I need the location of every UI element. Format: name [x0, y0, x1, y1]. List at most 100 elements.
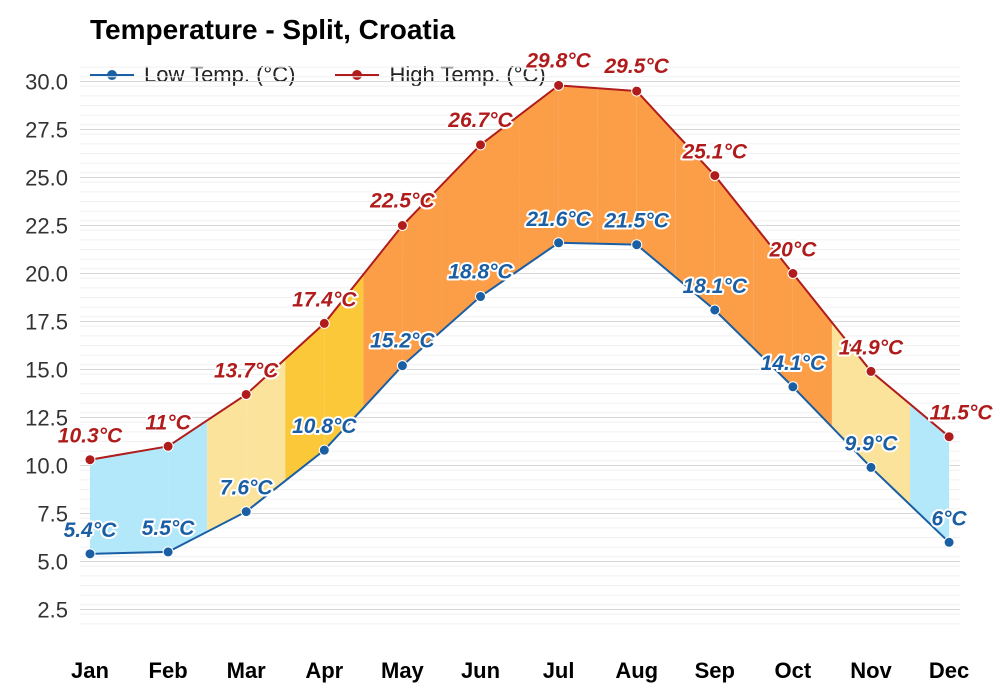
low-temp-data-label: 15.2°C [370, 330, 435, 353]
temperature-band [831, 322, 871, 468]
low-temp-data-label: 14.1°C [761, 352, 826, 375]
legend-low-label: Low Temp. (°C) [144, 62, 296, 87]
high-temp-data-label: 17.4°C [292, 288, 357, 311]
high-temp-data-label: 22.5°C [369, 190, 435, 213]
x-tick-label: Apr [305, 658, 343, 683]
temperature-band [285, 323, 325, 481]
high-temp-data-label: 13.7°C [214, 359, 279, 382]
high-temp-data-label: 10.3°C [58, 425, 123, 448]
high-temp-point[interactable] [709, 170, 721, 182]
x-tick-label: Oct [775, 658, 812, 683]
low-temp-point[interactable] [943, 536, 955, 548]
y-tick-label: 17.5 [25, 310, 68, 335]
y-tick-label: 20.0 [25, 262, 68, 287]
high-temp-point[interactable] [84, 454, 96, 466]
y-tick-label: 27.5 [25, 118, 68, 143]
low-temp-data-label: 21.6°C [525, 208, 591, 231]
low-temp-point[interactable] [787, 381, 799, 393]
low-temp-line [89, 241, 950, 555]
legend: Low Temp. (°C) High Temp. (°C) [90, 60, 586, 90]
low-temp-point[interactable] [553, 237, 565, 249]
temperature-band [792, 273, 832, 428]
temperature-band [597, 88, 637, 245]
high-temp-point[interactable] [318, 317, 330, 329]
y-tick-label: 10.0 [25, 454, 68, 479]
x-tick-label: Aug [615, 658, 658, 683]
high-temp-data-label: 26.7°C [447, 109, 513, 132]
chart-title: Temperature - Split, Croatia [90, 14, 456, 45]
high-temp-point[interactable] [787, 268, 799, 279]
temperature-band [168, 420, 208, 552]
high-temp-point[interactable] [240, 388, 252, 400]
y-tick-label: 5.0 [37, 550, 68, 575]
legend-high-label: High Temp. (°C) [389, 62, 546, 87]
high-temp-data-label: 20°C [768, 239, 817, 262]
high-temp-data-label: 11°C [145, 411, 191, 434]
temperature-band [207, 394, 247, 532]
x-tick-label: Mar [227, 658, 267, 683]
x-tick-label: Jan [71, 658, 109, 683]
temperature-band [441, 144, 481, 332]
x-tick-label: Jun [461, 658, 500, 683]
temperature-band [753, 224, 793, 387]
high-temp-point[interactable] [943, 431, 955, 443]
high-temp-data-label: 29.8°C [525, 49, 591, 72]
temperature-band [910, 404, 950, 543]
low-temp-data-label: 7.6°C [220, 477, 274, 500]
temperature-band [402, 185, 442, 366]
temperature-band [519, 85, 559, 270]
temperature-band [363, 225, 403, 408]
legend-high-marker-icon [335, 70, 380, 80]
high-temp-data-label: 25.1°C [682, 141, 748, 164]
high-temp-point[interactable] [631, 85, 643, 97]
x-tick-label: Sep [695, 658, 735, 683]
legend-item-low[interactable]: Low Temp. (°C) [90, 62, 295, 88]
low-temp-point[interactable] [631, 239, 643, 251]
low-temp-point[interactable] [396, 360, 408, 372]
temperature-band [246, 358, 286, 512]
low-temp-data-label: 18.8°C [448, 261, 513, 284]
high-temp-point[interactable] [396, 220, 408, 231]
low-temp-data-label: 6°C [931, 507, 967, 530]
y-tick-label: 12.5 [25, 406, 68, 431]
x-tick-label: Dec [929, 658, 969, 683]
y-tick-label: 22.5 [25, 214, 68, 239]
high-temp-point[interactable] [475, 139, 486, 151]
temperature-band [90, 453, 130, 554]
temperature-band [714, 175, 754, 349]
high-temp-point[interactable] [162, 440, 174, 452]
high-temp-data-label: 29.5°C [603, 55, 669, 78]
x-tick-label: Feb [149, 658, 188, 683]
x-tick-label: Jul [543, 658, 575, 683]
x-tick-label: May [381, 658, 425, 683]
low-temp-data-label: 9.9°C [845, 432, 899, 455]
low-temp-data-label: 18.1°C [683, 275, 748, 298]
low-temp-data-label: 21.5°C [603, 210, 669, 233]
low-temp-point[interactable] [865, 461, 877, 473]
low-temp-point[interactable] [709, 304, 721, 316]
low-temp-point[interactable] [240, 506, 252, 518]
temperature-band [871, 371, 911, 505]
low-temp-point[interactable] [162, 546, 174, 558]
high-temp-data-label: 14.9°C [839, 336, 904, 359]
y-tick-label: 25.0 [25, 166, 68, 191]
legend-item-high[interactable]: High Temp. (°C) [335, 62, 546, 88]
low-temp-data-label: 10.8°C [292, 415, 357, 438]
x-tick-label: Nov [850, 658, 892, 683]
high-temp-point[interactable] [865, 365, 877, 377]
low-temp-data-label: 5.5°C [142, 517, 196, 540]
high-temp-point[interactable] [553, 79, 565, 91]
temperature-band [480, 115, 520, 297]
temperature-band [129, 446, 169, 553]
temperature-band [324, 274, 364, 451]
low-temp-point[interactable] [475, 291, 486, 303]
temperature-band [636, 91, 676, 278]
y-tick-label: 7.5 [37, 502, 68, 527]
y-tick-label: 2.5 [37, 598, 68, 623]
low-temp-point[interactable] [84, 548, 96, 560]
temperature-band [558, 85, 598, 244]
y-tick-label: 15.0 [25, 358, 68, 383]
low-temp-point[interactable] [318, 444, 330, 456]
low-temp-data-label: 5.4°C [64, 519, 118, 542]
